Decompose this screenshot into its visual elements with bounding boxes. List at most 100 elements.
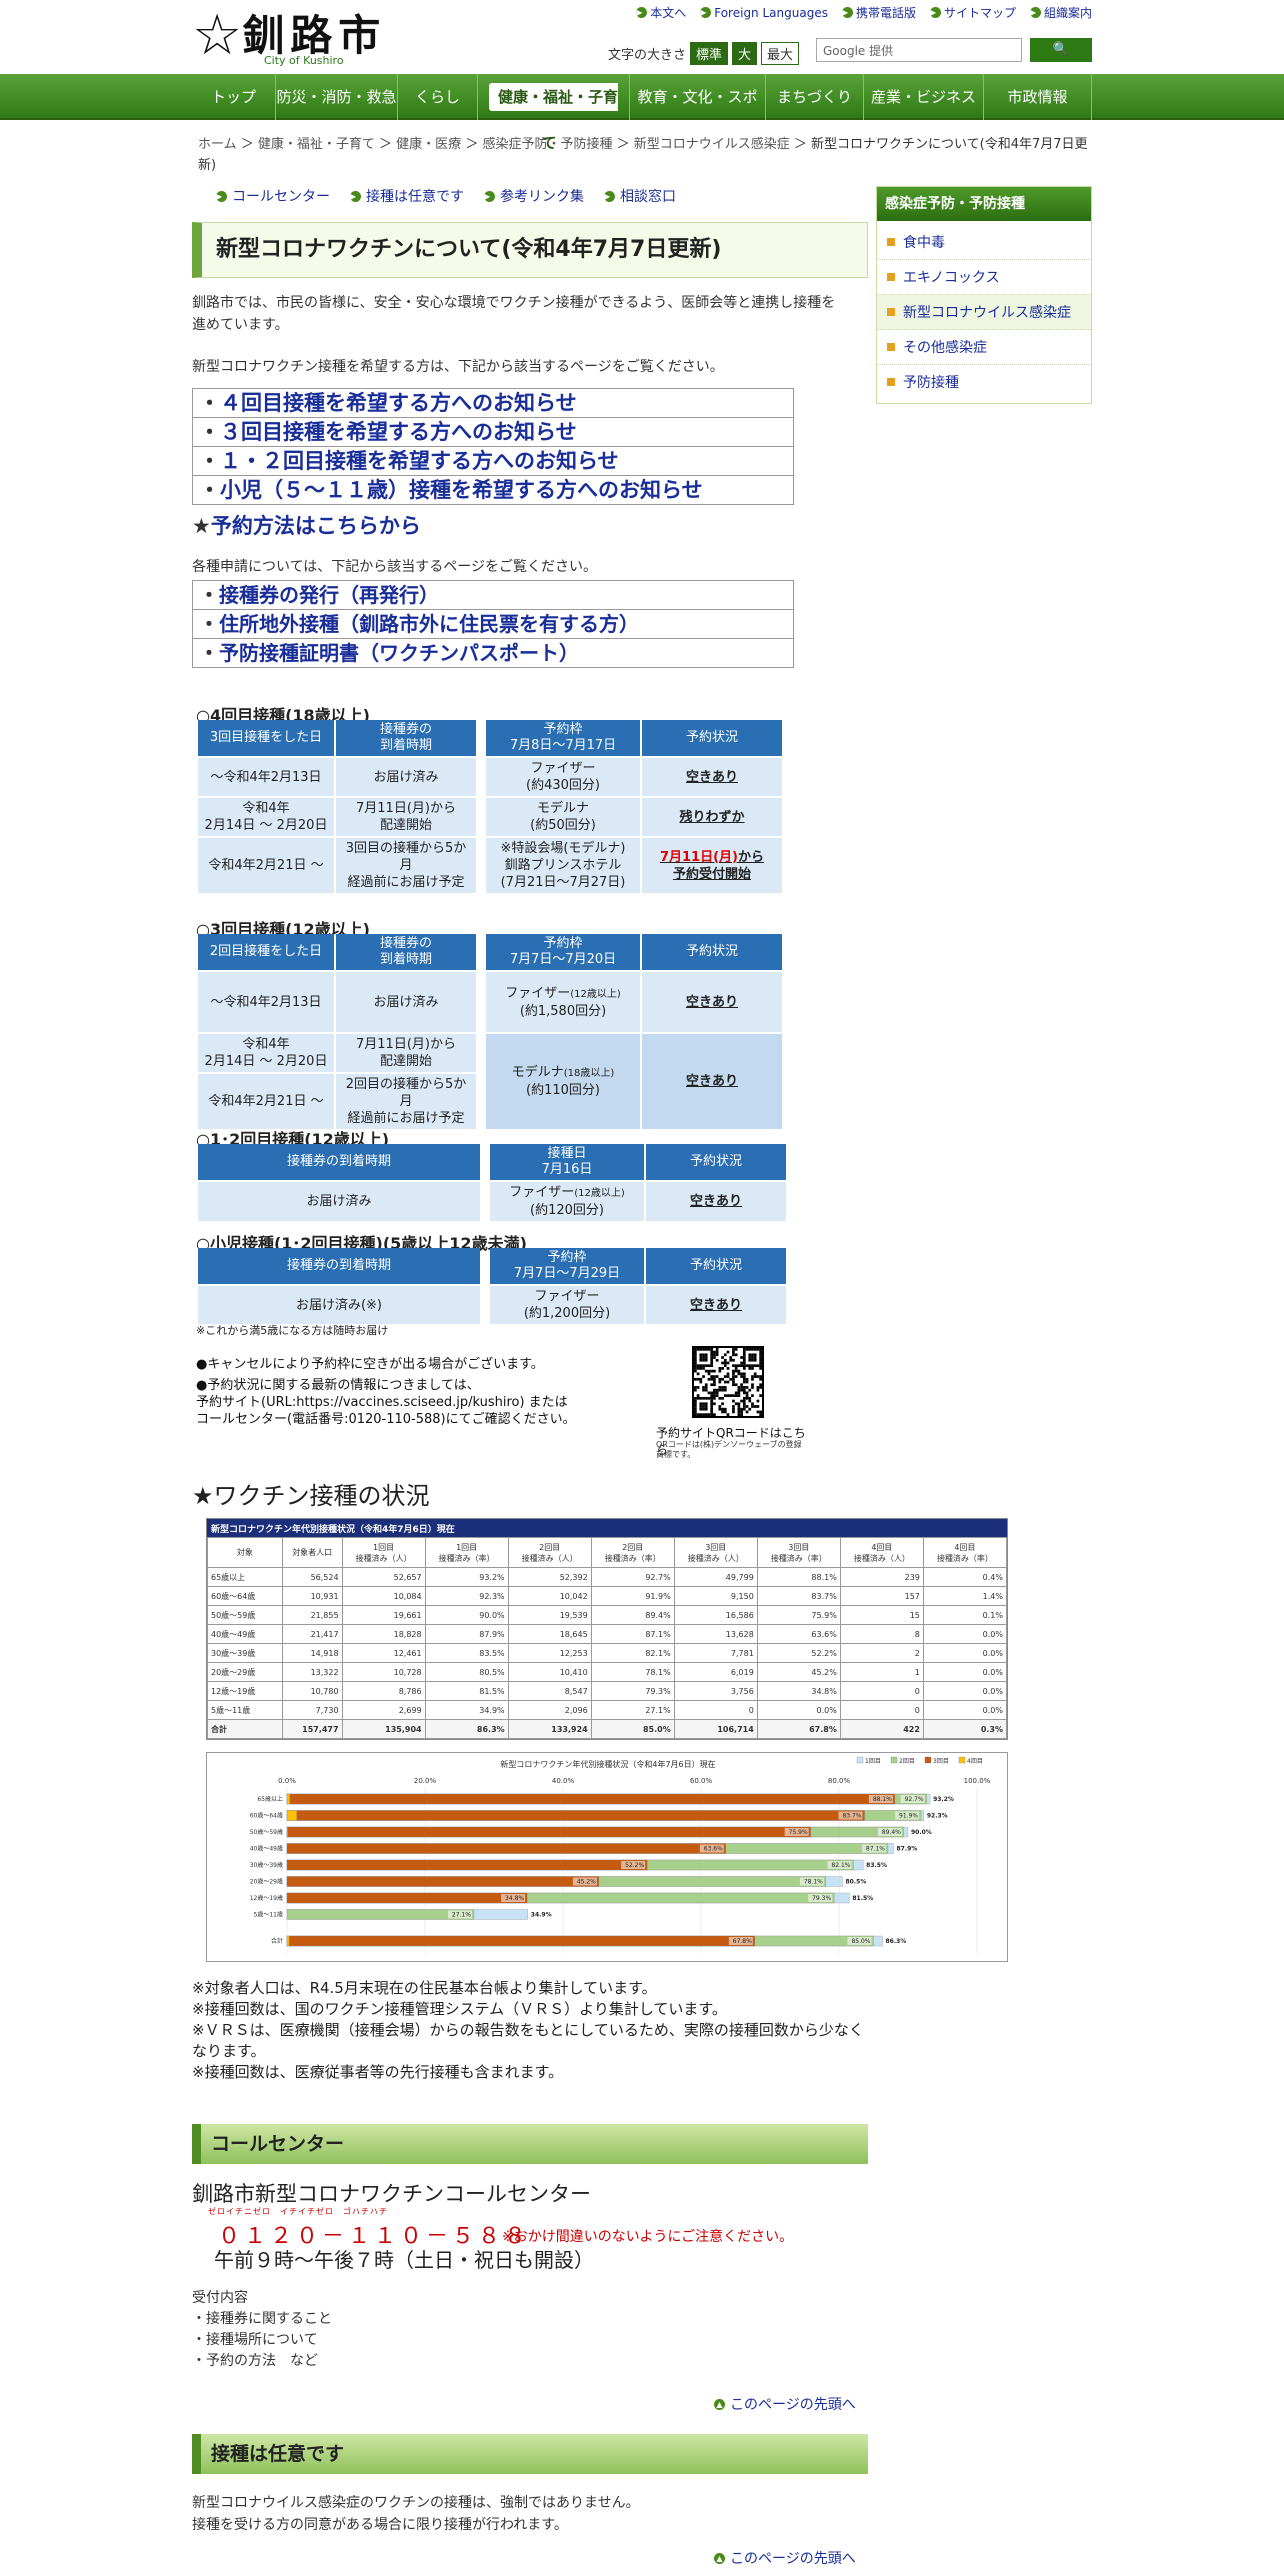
anchor-link-text[interactable]: コールセンター xyxy=(232,189,330,205)
data-label-bg xyxy=(699,1844,724,1853)
data-label-bg xyxy=(847,1937,872,1945)
status-link[interactable]: 空きあり xyxy=(685,769,738,785)
sidebar-title: 感染症予防・予防接種 xyxy=(877,187,1091,221)
breadcrumb-link[interactable]: 新型コロナウイルス感染症 xyxy=(633,137,790,152)
nav-item[interactable]: まちづくり xyxy=(766,74,864,120)
notice-link[interactable]: 住所地外接種（釧路市外に住民票を有する方） xyxy=(219,612,639,636)
anchor-link-text[interactable]: 相談窓口 xyxy=(620,189,676,205)
sidebar-item-label[interactable]: 新型コロナウイルス感染症 xyxy=(903,305,1071,321)
call-center-heading: コールセンター xyxy=(192,2124,868,2164)
sidebar-item[interactable]: 予防接種 xyxy=(877,365,1091,399)
cancel-note-2: ●予約状況に関する最新の情報につきましては、 予約サイト(URL:https:/… xyxy=(196,1378,576,1427)
call-center-phone[interactable]: ０１２０－１１０－５８８ xyxy=(218,2224,531,2249)
sidebar-item[interactable]: 新型コロナウイルス感染症 xyxy=(877,295,1091,330)
intro-text: 釧路市では、市民の皆様に、安全・安心な環境でワクチン接種ができるよう、医師会等と… xyxy=(192,295,836,333)
data-label: 79.3% xyxy=(812,1895,831,1902)
x-tick-label: 0.0% xyxy=(278,1777,296,1785)
footnote: ※接種回数は、医療従事者等の先行接種も含まれます。 xyxy=(192,2063,564,2081)
breadcrumb-link[interactable]: 感染症予防・予防接種 xyxy=(482,137,613,152)
stats-cell: 45.2% xyxy=(756,1662,841,1682)
sidebar-item-label[interactable]: その他感染症 xyxy=(903,340,987,356)
site-logo[interactable]: ☆ 釧路市 City of Kushiro xyxy=(192,8,386,68)
notice-link[interactable]: 予防接種証明書（ワクチンパスポート） xyxy=(219,641,579,665)
breadcrumb-link[interactable]: 健康・医療 xyxy=(396,137,462,152)
nav-item[interactable]: くらし xyxy=(398,74,478,120)
anchor-link[interactable]: ▶ 参考リンク集 xyxy=(484,186,584,206)
anchor-link[interactable]: ▶ コールセンター xyxy=(216,186,330,206)
top-link[interactable]: ▶ サイトマップ xyxy=(929,4,1016,21)
table-header-row: 接種券の到着時期 予約枠 7月7日～7月29日 予約状況 xyxy=(198,1248,786,1284)
back-to-top-link[interactable]: ▲ このページの先頭へ xyxy=(714,2394,856,2414)
reserve-link[interactable]: 予約方法はこちらから xyxy=(210,514,421,538)
search-button[interactable]: 🔍 xyxy=(1030,38,1092,62)
back-to-top-text[interactable]: このページの先頭へ xyxy=(730,2397,856,2413)
nav-item[interactable]: 市政情報 xyxy=(984,74,1092,120)
footnote: ※ＶＲＳは、医療機関（接種会場）からの報告数をもとにしているため、実際の接種回数… xyxy=(192,2021,864,2060)
font-size-largest-button[interactable]: 最大 xyxy=(761,42,800,65)
sidebar-item[interactable]: 食中毒 xyxy=(877,225,1091,260)
top-link-text[interactable]: Foreign Languages xyxy=(714,5,828,20)
table-cell: 令和4年2月21日 ～ xyxy=(198,838,334,893)
back-to-top-text[interactable]: このページの先頭へ xyxy=(730,2551,856,2567)
stats-cell: 8 xyxy=(839,1624,924,1644)
sidebar-item-label[interactable]: エキノコックス xyxy=(903,270,1000,286)
sidebar-item-label[interactable]: 予防接種 xyxy=(903,375,959,391)
bar-4回目 xyxy=(286,1826,288,1838)
anchor-link[interactable]: ▶ 相談窓口 xyxy=(604,186,676,206)
top-link[interactable]: ▶ 携帯電話版 xyxy=(841,4,916,21)
status-link[interactable]: 空きあり xyxy=(685,1074,738,1089)
notice-link[interactable]: 小児（５～１１歳）接種を希望する方へのお知らせ xyxy=(220,478,703,502)
sidebar-item[interactable]: その他感染症 xyxy=(877,330,1091,365)
status-link[interactable]: 空きあり xyxy=(685,994,738,1010)
top-link-text[interactable]: サイトマップ xyxy=(943,6,1016,20)
top-link-text[interactable]: 携帯電話版 xyxy=(855,6,916,20)
status-link[interactable]: 空きあり xyxy=(689,1194,742,1209)
top-link-text[interactable]: 組織案内 xyxy=(1043,6,1092,20)
search-input[interactable]: Google 提供 xyxy=(816,38,1022,62)
top-link[interactable]: ▶ Foreign Languages xyxy=(700,4,828,21)
stats-cell: 7,730 xyxy=(281,1700,343,1720)
nav-item[interactable]: 健康・福祉・子育て xyxy=(478,74,630,157)
data-label-bg xyxy=(900,1795,925,1803)
data-label: 92.7% xyxy=(905,1796,924,1803)
kid-note: ※これから満5歳になる方は随時お届け xyxy=(196,1324,389,1337)
stats-cell: 78.1% xyxy=(590,1662,675,1682)
status-link[interactable]: 7月11日(月)から 予約受付開始 xyxy=(659,849,765,882)
notice-link[interactable]: １・２回目接種を希望する方へのお知らせ xyxy=(220,449,619,473)
stats-header: 3回目 接種済み（率） xyxy=(756,1537,841,1568)
sidebar-item[interactable]: エキノコックス xyxy=(877,260,1091,295)
font-size-standard-button[interactable]: 標準 xyxy=(690,42,729,65)
table-row: ～令和4年2月13日 お届け済み ファイザー(12歳以上) (約1,580回分) 空き… xyxy=(198,972,782,1032)
status-link[interactable]: 残りわずか xyxy=(679,809,745,825)
bar-3回目 xyxy=(286,1892,528,1904)
anchor-link-text[interactable]: 参考リンク集 xyxy=(500,189,584,205)
voluntary-p2: 接種を受ける方の同意がある場合に限り接種が行われます。 xyxy=(192,2517,568,2533)
qr-code-icon[interactable] xyxy=(692,1346,764,1418)
top-link[interactable]: ▶ 組織案内 xyxy=(1029,4,1092,21)
nav-item[interactable]: 産業・ビジネス xyxy=(864,74,984,120)
notice-link[interactable]: ４回目接種を希望する方へのお知らせ xyxy=(220,391,577,415)
data-label: 34.8% xyxy=(505,1895,524,1902)
nav-item[interactable]: トップ xyxy=(192,74,276,120)
data-label-bg xyxy=(621,1861,646,1869)
nav-item[interactable]: 教育・文化・スポーツ xyxy=(630,74,766,152)
breadcrumb-link[interactable]: ホーム xyxy=(198,137,237,152)
breadcrumb-link[interactable]: 健康・福祉・子育て xyxy=(257,137,375,152)
data-label: 90.0% xyxy=(911,1829,932,1836)
anchor-link[interactable]: ▶ 接種は任意です xyxy=(350,186,464,206)
sidebar-item-label[interactable]: 食中毒 xyxy=(903,235,945,251)
status-link[interactable]: 空きあり xyxy=(689,1297,742,1313)
top-link-text[interactable]: 本文へ xyxy=(650,6,687,20)
spacer xyxy=(478,1034,484,1072)
x-tick-label: 80.0% xyxy=(828,1777,851,1785)
stats-cell: 10,410 xyxy=(507,1662,592,1682)
anchor-link-text[interactable]: 接種は任意です xyxy=(366,189,464,205)
notice-link[interactable]: ３回目接種を希望する方へのお知らせ xyxy=(220,420,577,444)
nav-item[interactable]: 防災・消防・救急 xyxy=(276,74,398,120)
font-size-large-button[interactable]: 大 xyxy=(732,42,758,65)
back-to-top-link-2[interactable]: ▲ このページの先頭へ xyxy=(714,2548,856,2568)
notice-link[interactable]: 接種券の発行（再発行） xyxy=(219,583,439,607)
top-link[interactable]: ▶ 本文へ xyxy=(636,4,686,21)
reception-label: 受付内容 xyxy=(192,2290,248,2306)
data-label: 91.9% xyxy=(899,1813,918,1820)
